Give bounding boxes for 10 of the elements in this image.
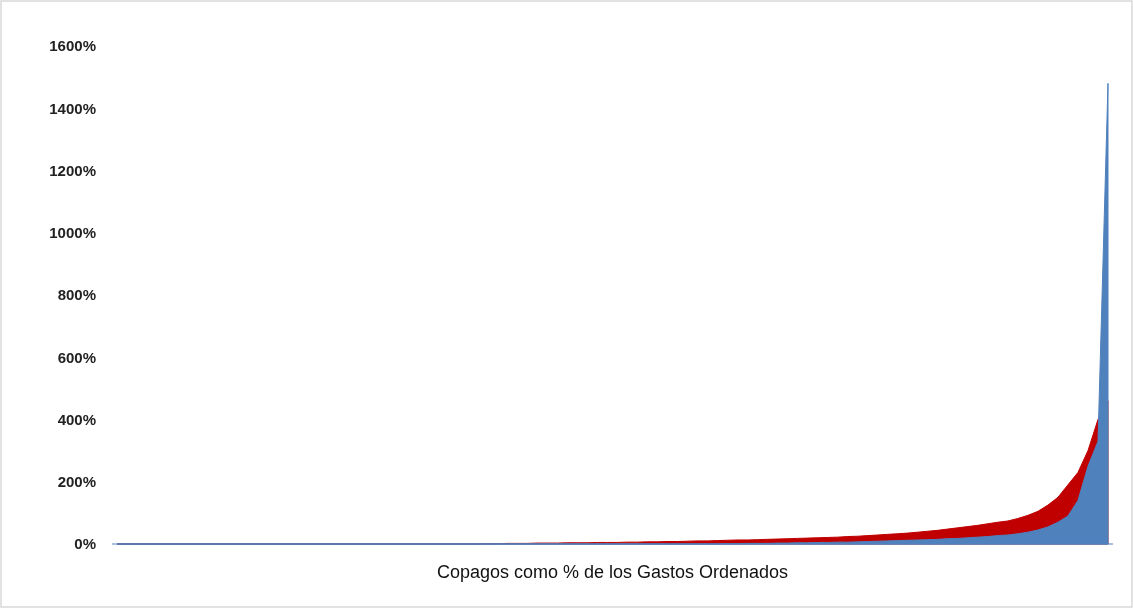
y-tick-label: 800% <box>57 286 96 304</box>
y-tick-label: 1000% <box>49 224 96 241</box>
y-tick-label: 400% <box>57 410 96 428</box>
y-tick-label: 200% <box>57 473 96 490</box>
y-tick-label: 1200% <box>49 161 96 179</box>
x-axis-title: Copagos como % de los Gastos Ordenados <box>436 562 789 582</box>
y-tick-label: 600% <box>57 348 96 366</box>
y-tick-label: 0% <box>74 535 96 553</box>
y-tick-label: 1400% <box>49 99 96 117</box>
y-tick-label: 1600% <box>49 37 96 55</box>
